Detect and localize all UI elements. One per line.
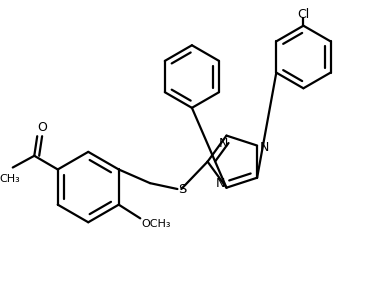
Text: S: S [178, 184, 187, 196]
Text: N: N [216, 177, 225, 190]
Text: N: N [219, 137, 228, 150]
Text: Cl: Cl [297, 8, 310, 22]
Text: O: O [37, 121, 47, 134]
Text: CH₃: CH₃ [0, 174, 20, 184]
Text: N: N [259, 141, 269, 154]
Text: OCH₃: OCH₃ [141, 219, 171, 229]
